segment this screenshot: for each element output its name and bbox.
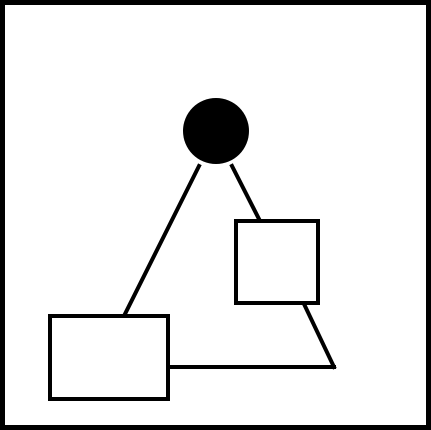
right-square-node [234,219,320,305]
circle-node [183,98,249,164]
edge-circle-to-right-square [229,163,263,224]
edge-right-square-to-corner [301,301,337,370]
edge-circle-to-left-rectangle [121,163,202,319]
bottom-left-rectangle-node [48,314,170,401]
